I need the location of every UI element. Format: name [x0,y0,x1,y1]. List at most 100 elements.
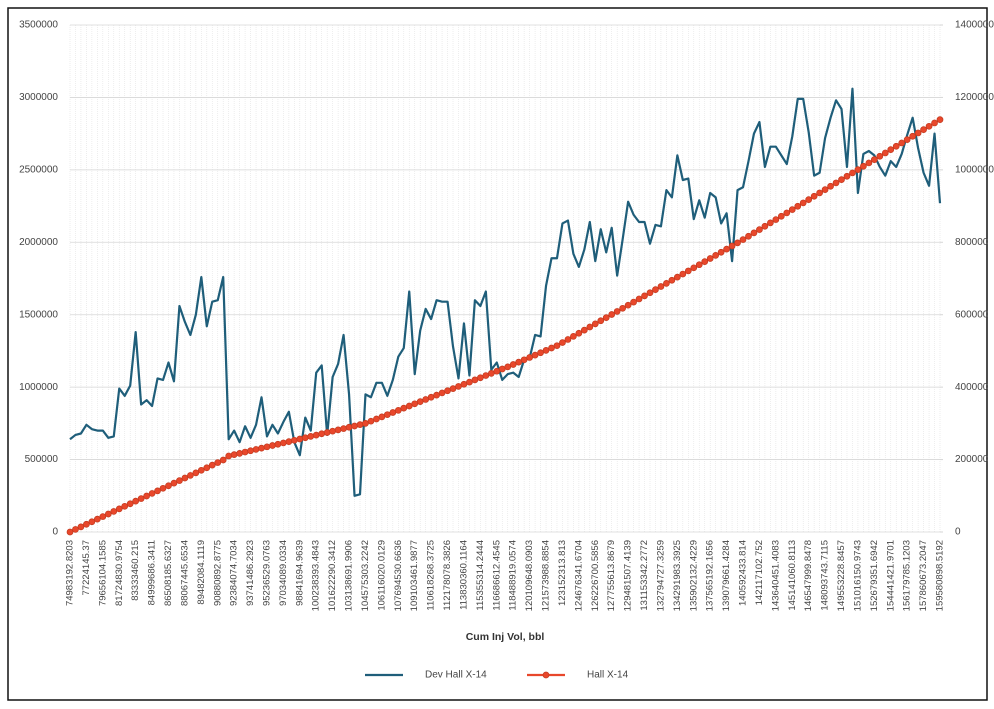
x-tick-label: 151016150.9743 [852,540,863,611]
series-marker [788,206,796,213]
series-marker [394,406,402,414]
series-marker [728,242,736,250]
series-marker [827,182,834,190]
series-marker [329,427,336,435]
x-tick-label: 140592433.814 [738,540,749,606]
series-marker [378,413,386,421]
x-tick-label: 148093743.7115 [820,540,831,611]
series-marker [181,474,189,482]
series-marker [881,149,889,157]
series-marker [192,469,200,477]
series-marker [274,440,282,448]
y-tick-label: 500000 [25,454,59,465]
series-marker [405,402,413,410]
x-tick-label: 79656104.1585 [97,540,108,606]
series-marker [498,365,506,373]
series-marker [591,320,599,328]
series-marker [301,434,309,442]
x-tick-label: 159580898.5192 [935,540,946,611]
y2-tick-label: 800000 [955,237,989,248]
series-marker [258,444,265,452]
series-marker [154,487,161,495]
x-tick-label: 127755613.8679 [606,540,617,611]
series-marker [356,421,364,429]
series-marker [77,523,85,531]
x-tick-label: 154441421.9701 [885,540,896,611]
series-marker [624,301,632,309]
series-marker [679,270,687,278]
x-tick-label: 123152313.813 [557,540,568,606]
series-marker [739,236,747,243]
series-marker [635,295,643,303]
series-marker [734,239,741,247]
series-marker [575,329,583,337]
x-tick-label: 113830360.1164 [458,540,469,610]
series-marker [197,466,205,474]
series-marker [263,443,271,451]
x-tick-label: 93741486.2923 [245,540,256,606]
series-marker [602,314,610,321]
series-marker [340,425,347,432]
series-marker [652,286,659,293]
series-marker [66,528,74,536]
y-tick-label: 3500000 [19,20,58,31]
legend-label: Dev Hall X-14 [425,670,487,681]
series-marker [460,380,468,388]
series-marker [285,438,293,445]
x-tick-label: 135902132.4229 [688,540,699,611]
series-marker [810,192,818,200]
x-tick-label: 149553228.8457 [836,540,847,611]
x-tick-label: 106116020.0129 [376,540,387,611]
y2-tick-label: 1000000 [955,164,994,175]
series-marker [427,393,435,401]
series-marker [214,459,222,466]
series-marker [269,442,276,449]
y-tick-label: 2500000 [19,164,58,175]
series-marker [531,351,539,359]
x-tick-label: 152679351.6942 [869,540,880,611]
series-marker [909,132,916,140]
x-tick-label: 103138691.9906 [344,540,355,611]
x-tick-label: 126226700.5856 [590,540,601,611]
series-marker [373,415,380,423]
series-marker [230,451,238,458]
series-marker [509,361,517,368]
x-tick-label: 124676341.6704 [573,540,584,611]
series-marker [345,423,353,431]
series-marker [323,429,331,436]
series-marker [805,196,813,203]
x-tick-label: 112178078.3826 [442,540,453,611]
x-tick-label: 120109648.0903 [524,540,535,611]
series-marker [307,433,315,440]
series-marker [520,356,528,364]
series-marker [931,119,938,127]
series-marker [280,439,287,447]
series-marker [367,417,375,425]
series-marker [296,435,304,443]
x-tick-label: 156179785.1203 [902,540,913,611]
series-marker [876,152,884,160]
x-tick-label: 90880892.8775 [212,540,223,606]
series-marker [663,280,670,287]
series-marker [553,342,561,350]
y-tick-label: 1500000 [19,309,58,320]
series-marker [400,404,408,412]
series-marker [559,339,566,346]
x-tick-label: 98841694.9639 [294,540,305,606]
series-marker [94,515,101,523]
series-marker [219,456,227,464]
x-tick-label: 95236529.0763 [261,540,272,606]
series-marker [674,273,681,281]
x-tick-label: 145141060.8113 [787,540,798,611]
series-marker [777,212,785,220]
series-marker [318,430,326,438]
series-marker [542,347,550,354]
x-tick-label: 132794727.3259 [655,540,666,611]
series-marker [411,400,419,408]
series-marker [104,510,112,518]
x-tick-label: 84999686.3411 [147,540,158,605]
series-marker [701,258,709,265]
series-marker [641,292,648,300]
series-marker [772,216,780,223]
